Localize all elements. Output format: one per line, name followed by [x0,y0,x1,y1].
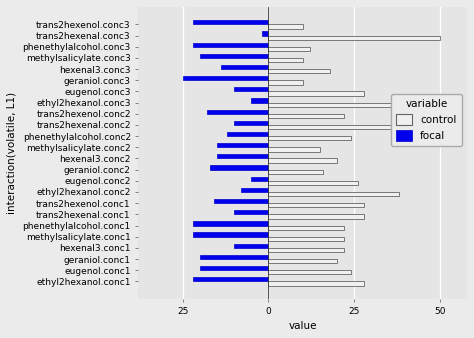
Bar [268,92,365,96]
Bar [251,98,268,103]
Bar [262,31,268,35]
Bar [234,87,268,92]
Bar [183,76,268,80]
Bar [268,248,344,252]
Bar [200,266,268,270]
Bar [268,147,320,151]
Bar [220,65,268,69]
Bar [193,221,268,225]
Bar [217,154,268,159]
Legend: control, focal: control, focal [391,94,462,146]
Bar [268,181,357,185]
Bar [268,259,337,263]
Bar [234,121,268,125]
Bar [210,165,268,170]
Bar [268,35,440,40]
Bar [214,199,268,203]
Bar [207,110,268,114]
Bar [268,103,433,107]
Bar [268,159,337,163]
Bar [268,136,351,140]
Bar [268,225,344,230]
Bar [268,24,303,29]
Bar [268,114,344,118]
Bar [268,237,344,241]
Bar [241,188,268,192]
Bar [268,47,310,51]
Bar [268,281,365,286]
Bar [268,270,351,274]
X-axis label: value: value [289,321,317,331]
Bar [193,277,268,281]
Bar [193,233,268,237]
Bar [193,43,268,47]
Bar [193,20,268,24]
Bar [200,54,268,58]
Y-axis label: interaction(volatile, L1): interaction(volatile, L1) [7,92,17,214]
Bar [200,255,268,259]
Bar [217,143,268,147]
Bar [268,80,303,84]
Bar [268,69,330,73]
Bar [234,244,268,248]
Bar [268,170,323,174]
Bar [268,192,399,196]
Bar [228,132,268,136]
Bar [268,203,365,208]
Bar [268,214,365,219]
Bar [234,210,268,214]
Bar [268,58,303,62]
Bar [268,125,399,129]
Bar [251,176,268,181]
